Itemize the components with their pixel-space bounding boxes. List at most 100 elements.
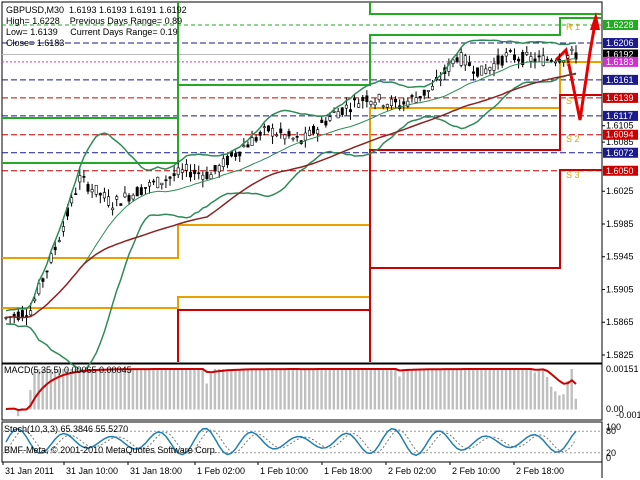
candle-body — [238, 151, 242, 157]
macd-bar — [279, 369, 282, 410]
macd-bar — [406, 369, 409, 410]
macd-bar — [45, 369, 49, 410]
candle-body — [45, 270, 49, 273]
candle-body — [271, 128, 275, 137]
candle-body — [517, 58, 521, 62]
candle-body — [385, 104, 389, 108]
macd-bar — [94, 369, 98, 410]
macd-bar — [172, 369, 176, 410]
stoch-main-line — [5, 427, 577, 457]
macd-bar — [98, 369, 102, 410]
time-axis-label: 31 Jan 10:00 — [66, 466, 118, 476]
candle-body — [463, 55, 467, 66]
candle-body — [426, 89, 430, 92]
price-axis-label: 1.6105 — [606, 121, 634, 131]
macd-bar — [238, 369, 241, 410]
price-axis-label: 1.5865 — [606, 317, 634, 327]
candle-body — [537, 55, 541, 58]
macd-bar — [180, 369, 184, 410]
low-line: Low= 1.6139 Current Days Range= 0.19 — [6, 27, 178, 37]
price-axis-label: 1.6025 — [606, 186, 634, 196]
time-axis-label: 2 Feb 18:00 — [516, 466, 564, 476]
candle-body — [16, 311, 20, 320]
time-axis-label: 1 Feb 18:00 — [324, 466, 372, 476]
candle-body — [201, 174, 205, 180]
macd-bar — [299, 369, 303, 410]
stoch-signal-line — [5, 429, 577, 455]
macd-bar — [111, 369, 114, 410]
candle-body — [86, 184, 90, 192]
candle-body — [357, 103, 361, 108]
macd-bar — [312, 369, 315, 410]
macd-bar — [394, 369, 397, 410]
candle-body — [430, 85, 434, 91]
macd-bar — [402, 369, 405, 410]
macd-bar — [414, 369, 418, 410]
price-tag-label: 1.6206 — [606, 38, 634, 48]
macd-bar — [221, 369, 225, 410]
price-tag-label: 1.6050 — [606, 166, 634, 176]
copyright-text: BMF-Meta, © 2001-2010 MetaQuotes Softwar… — [4, 445, 218, 455]
macd-bar — [365, 369, 368, 410]
macd-bar — [254, 369, 258, 410]
macd-bar — [316, 369, 319, 410]
macd-bar — [230, 369, 233, 410]
forecast-arrow — [554, 17, 598, 121]
candle-body — [283, 134, 287, 140]
candle-body — [176, 167, 180, 175]
macd-bar — [103, 369, 106, 410]
macd-bar — [467, 369, 471, 410]
candle-body — [111, 207, 115, 211]
candle-body — [521, 51, 525, 66]
candle-body — [467, 62, 471, 66]
candle-body — [307, 129, 311, 136]
candle-body — [324, 120, 328, 126]
candle-body — [553, 61, 557, 64]
candle-body — [49, 253, 53, 263]
macd-bar — [246, 369, 249, 410]
close-line: Close= 1.6183 — [6, 38, 65, 48]
price-tag-bg — [603, 38, 638, 49]
candle-body — [545, 59, 549, 61]
macd-bar — [554, 391, 557, 410]
candle-body — [29, 310, 33, 316]
candle-body — [90, 189, 94, 193]
candle-body — [189, 171, 193, 178]
macd-bar — [148, 369, 151, 410]
macd-bar — [410, 369, 413, 410]
macd-bar — [537, 369, 541, 410]
candle-body — [41, 278, 45, 282]
macd-bar — [135, 369, 139, 410]
candle-body — [143, 187, 147, 189]
forecast-arrow-head — [590, 12, 600, 30]
macd-signal-line — [5, 368, 577, 412]
macd-bar — [349, 369, 352, 410]
symbol-ohlc-line: GBPUSD,M30 1.6193 1.6193 1.6191 1.6192 — [6, 5, 187, 15]
macd-bar — [472, 369, 475, 410]
stoch-title: Stoch(10,3,3) 65.3846 55.5270 — [4, 424, 129, 434]
candle-body — [500, 55, 504, 66]
macd-bar — [33, 369, 36, 410]
candle-body — [549, 59, 553, 62]
candle-body — [381, 105, 385, 108]
candle-body — [406, 100, 410, 107]
time-axis-label: 31 Jan 2011 — [5, 466, 54, 476]
macd-bar — [86, 369, 90, 410]
candle-body — [492, 63, 496, 71]
macd-bar — [242, 369, 245, 410]
macd-bar — [29, 390, 32, 410]
candle-body — [275, 134, 279, 137]
macd-bar — [324, 369, 327, 410]
macd-panel — [1, 363, 603, 421]
candle-body — [410, 95, 414, 97]
candle-body — [476, 67, 480, 77]
macd-bar — [320, 369, 323, 410]
candle-body — [369, 101, 373, 105]
macd-bar — [570, 369, 573, 410]
macd-bar — [332, 369, 336, 410]
candle-body — [295, 135, 299, 138]
candle-body — [279, 128, 283, 134]
resistance-line-r2 — [2, 2, 179, 119]
